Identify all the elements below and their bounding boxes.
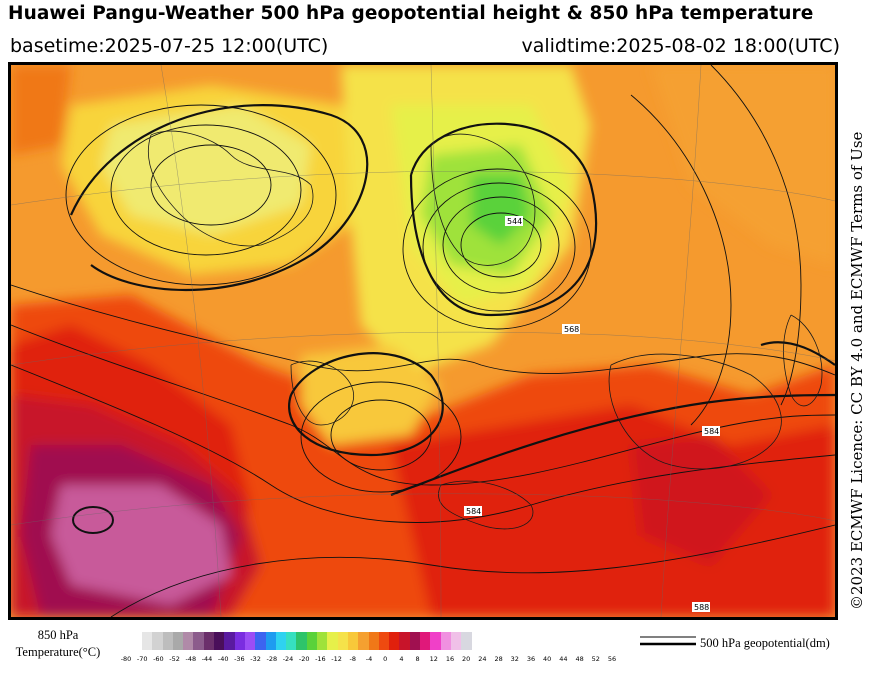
colorbar-swatch [337, 632, 348, 650]
colorbar-tick-label: 0 [383, 655, 388, 663]
colorbar-swatch [317, 632, 328, 650]
colorbar-tick-label: -4 [365, 655, 373, 663]
colorbar-swatch [327, 632, 338, 650]
colorbar-swatch [461, 632, 472, 650]
colorbar-swatch [399, 632, 410, 650]
colorbar-swatch [275, 632, 287, 650]
colorbar-swatch [347, 632, 359, 650]
contour-label-584a: 584 [704, 427, 719, 436]
colorbar-swatch [430, 632, 441, 650]
colorbar-swatch [142, 632, 153, 650]
colorbar-swatch [203, 632, 215, 650]
colorbar-swatch [244, 632, 256, 650]
colorbar-tick-label: -28 [266, 655, 278, 663]
colorbar-swatch [183, 632, 194, 650]
colorbar-swatch [224, 632, 235, 650]
colorbar-swatch [162, 632, 173, 650]
licence-text: ©2023 ECMWF Licence: CC BY 4.0 and ECMWF… [848, 131, 866, 610]
colorbar-tick-label: -36 [234, 655, 245, 663]
colorbar-swatch [420, 632, 431, 650]
colorbar-tick-label: 52 [591, 655, 600, 663]
colorbar-tick-label: 8 [415, 655, 420, 663]
cool-zone-pale-west [101, 105, 311, 235]
warm-zone-east [631, 435, 771, 565]
colorbar-swatch [265, 632, 276, 650]
colorbar-swatch [306, 632, 318, 650]
colorbar-title-line1: 850 hPa [37, 628, 79, 642]
colorbar-tick-label: -60 [153, 655, 164, 663]
geopotential-contours [11, 65, 835, 617]
contour-label-584b: 584 [466, 507, 481, 516]
contour-labels: 544 568 584 584 588 [464, 216, 720, 612]
weather-map: 544 568 584 584 588 [8, 62, 838, 620]
colorbar-tick-label: 48 [575, 655, 584, 663]
colorbar-swatch [389, 632, 400, 650]
colorbar-tick-label: 40 [543, 655, 552, 663]
colorbar-tick-label: -44 [201, 655, 213, 663]
colorbar-swatch [152, 632, 163, 650]
colorbar-tick-label: -12 [331, 655, 342, 663]
colorbar-tick-label: 32 [510, 655, 519, 663]
map-canvas: 544 568 584 584 588 [11, 65, 835, 617]
colorbar-swatch [450, 632, 462, 650]
colorbar-tick-label: 36 [526, 655, 536, 663]
colorbar-tick-label: 4 [399, 655, 404, 663]
validtime-label: validtime:2025-08-02 18:00(UTC) [521, 35, 840, 57]
colorbar-swatch [193, 632, 204, 650]
lat-lon-grid [11, 65, 835, 617]
colorbar-swatch [214, 632, 225, 650]
colorbar-tick-label: -20 [298, 655, 310, 663]
colorbar-swatch [358, 632, 369, 650]
colorbar-swatch [286, 632, 297, 650]
basetime-label: basetime:2025-07-25 12:00(UTC) [10, 35, 329, 57]
colorbar-tick-label: -8 [349, 655, 357, 663]
colorbar-swatch [172, 632, 184, 650]
colorbar-tick-label: -40 [217, 655, 229, 663]
colorbar-tick-label: -80 [120, 655, 132, 663]
cold-zone-core [471, 175, 531, 245]
chart-title: Huawei Pangu-Weather 500 hPa geopotentia… [8, 3, 814, 24]
colorbar-tick-label: 12 [429, 655, 438, 663]
colorbar-tick-label: 20 [462, 655, 471, 663]
colorbar-swatch [378, 632, 390, 650]
hot-zone-pink [51, 485, 231, 605]
colorbar-tick-label: 44 [559, 655, 568, 663]
colorbar-tick-label: -48 [185, 655, 197, 663]
contour-label-544: 544 [507, 217, 522, 226]
colorbar-tick-label: -70 [136, 655, 148, 663]
colorbar-title: 850 hPa Temperature(°C) [8, 627, 108, 661]
colorbar-tick-label: -52 [169, 655, 180, 663]
colorbar-tick-label: -24 [282, 655, 294, 663]
colorbar-swatch [409, 632, 421, 650]
legend-label: 500 hPa geopotential(dm) [700, 636, 830, 650]
colorbar-swatch [234, 632, 245, 650]
colorbar-tick-label: -32 [250, 655, 261, 663]
colorbar-tick-label: 56 [607, 655, 617, 663]
colorbar-title-line2: Temperature(°C) [15, 645, 101, 659]
colorbar-tick-label: 28 [494, 655, 503, 663]
colorbar-tick-label: -16 [315, 655, 326, 663]
colorbar-swatch [296, 632, 307, 650]
colorbar-swatch [255, 632, 266, 650]
colorbar-tick-label: 24 [478, 655, 487, 663]
legend-line-sample [640, 636, 696, 646]
colorbar-swatch [440, 632, 451, 650]
contour-label-568: 568 [564, 325, 579, 334]
warm-zone-ne [651, 65, 835, 265]
colorbar-tick-label: 16 [445, 655, 455, 663]
coastlines [147, 130, 823, 530]
temperature-colorbar [142, 632, 472, 650]
contour-label-588: 588 [694, 603, 709, 612]
isotherm-ring [72, 506, 114, 534]
colorbar-swatch [368, 632, 379, 650]
warm-corner-nw [11, 65, 71, 155]
geopotential-major-contours [69, 104, 835, 497]
